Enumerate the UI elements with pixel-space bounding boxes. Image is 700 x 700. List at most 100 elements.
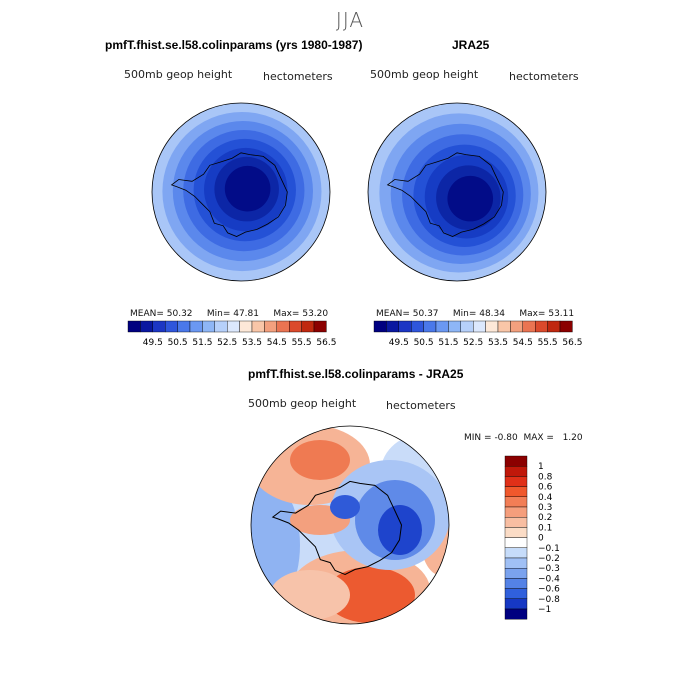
colorbar-swatch xyxy=(435,320,449,333)
colorbar-tick-label: 0.3 xyxy=(538,503,552,513)
colorbar-tick-label: 51.5 xyxy=(438,338,458,348)
colorbar-swatch xyxy=(504,567,528,579)
colorbar-swatch xyxy=(264,320,277,333)
contour-band xyxy=(172,120,313,262)
colorbar-swatch xyxy=(504,465,528,477)
colorbar-tick-label: 50.5 xyxy=(168,338,188,348)
colorbar-swatch xyxy=(423,320,437,333)
colorbar-tick-label: −0.6 xyxy=(538,585,560,595)
colorbar-swatch xyxy=(497,320,511,333)
colorbar-swatch xyxy=(534,320,548,333)
panel3-stats: MIN = -0.80 MAX = 1.20 xyxy=(464,433,583,443)
colorbar-swatch xyxy=(547,320,561,333)
difference-blob xyxy=(290,550,430,624)
contour-band xyxy=(424,155,509,239)
colorbar-tick-label: 50.5 xyxy=(414,338,434,348)
colorbar-swatch xyxy=(214,320,228,333)
panel2-mean-value: 50.37 xyxy=(412,309,439,319)
colorbar-swatch xyxy=(504,537,528,548)
colorbar-swatch xyxy=(504,476,528,487)
colorbar-tick-label: −0.8 xyxy=(538,595,560,605)
contour-band xyxy=(183,129,305,252)
coastline xyxy=(271,480,403,576)
panel3-left-label: 500mb geop height xyxy=(248,397,357,410)
colorbar-tick-label: 51.5 xyxy=(192,338,212,348)
colorbar-tick-label: 1 xyxy=(538,462,544,472)
difference-blob xyxy=(330,495,360,519)
panel1-colorbar: 49.5 50.5 51.5 52.5 53.5 54.5 55.5 56.5 xyxy=(127,320,336,348)
colorbar-tick-label: −0.2 xyxy=(538,554,560,564)
contour-band xyxy=(436,165,501,230)
colorbar-swatch xyxy=(504,608,528,620)
difference-blob xyxy=(330,460,449,570)
season-title: JJA xyxy=(335,8,365,32)
colorbar-swatch xyxy=(386,320,399,333)
colorbar-swatch xyxy=(504,578,528,589)
colorbar-swatch xyxy=(472,320,486,333)
colorbar-swatch xyxy=(152,320,166,333)
panel3-colorbar: 10.80.60.40.30.20.10−0.1−0.2−0.3−0.4−0.6… xyxy=(504,455,560,620)
panel1-min-label: Min= xyxy=(206,309,231,319)
colorbar-swatch xyxy=(301,320,315,333)
coastline xyxy=(170,152,288,237)
contour-band xyxy=(379,113,539,273)
panel2-mean-label: MEAN= xyxy=(376,309,410,319)
colorbar-swatch xyxy=(504,527,528,538)
colorbar-tick-label: 0.1 xyxy=(538,523,552,533)
difference-blob xyxy=(355,480,435,560)
contour-band xyxy=(447,175,494,222)
contour-band xyxy=(224,165,271,212)
colorbar-tick-label: −1 xyxy=(538,605,551,615)
colorbar-swatch xyxy=(510,320,523,333)
colorbar-swatch xyxy=(504,517,528,528)
colorbar-swatch xyxy=(504,547,528,559)
difference-blob xyxy=(290,505,350,535)
colorbar-tick-label: −0.4 xyxy=(538,574,560,584)
panel2-min-label: Min= xyxy=(452,309,477,319)
panel1-max-label: Max= xyxy=(273,309,300,319)
contour-band xyxy=(193,138,296,242)
colorbar-swatch xyxy=(373,320,387,333)
colorbar-swatch xyxy=(460,320,474,333)
panel2-max-value: 53.11 xyxy=(548,309,575,319)
colorbar-tick-label: 0.4 xyxy=(538,493,553,503)
colorbar-swatch xyxy=(127,320,141,333)
contour-band xyxy=(390,123,531,264)
panel1-right-label: hectometers xyxy=(263,70,333,83)
colorbar-swatch xyxy=(398,320,412,333)
colorbar-tick-label: 56.5 xyxy=(562,338,582,348)
panel2-right-label: hectometers xyxy=(509,70,579,83)
colorbar-swatch xyxy=(313,320,327,333)
colorbar-swatch xyxy=(189,320,203,333)
colorbar-swatch xyxy=(485,320,499,333)
map-boundary xyxy=(250,425,450,625)
colorbar-tick-label: 0 xyxy=(538,534,544,544)
colorbar-tick-label: −0.3 xyxy=(538,564,560,574)
colorbar-swatch xyxy=(276,320,290,333)
panel1-stats: MEAN= 50.32 Min= 47.81 Max= 53.20 xyxy=(130,309,328,319)
panel2-min-value: 48.34 xyxy=(479,309,505,319)
coastline xyxy=(386,152,504,237)
panel2-title: JRA25 xyxy=(452,38,490,52)
difference-blob xyxy=(290,440,350,480)
contour-band xyxy=(368,103,546,281)
panel3-max-label: MAX = xyxy=(523,433,554,443)
colorbar-swatch xyxy=(504,486,528,498)
contour-band xyxy=(204,147,288,232)
colorbar-tick-label: 53.5 xyxy=(242,338,262,348)
colorbar-tick-label: 0.8 xyxy=(538,472,553,482)
colorbar-swatch xyxy=(448,320,462,333)
colorbar-tick-label: 55.5 xyxy=(292,338,312,348)
contour-bands xyxy=(368,103,546,281)
difference-field xyxy=(251,426,449,624)
colorbar-tick-label: 55.5 xyxy=(538,338,558,348)
colorbar-tick-label: 54.5 xyxy=(267,338,287,348)
difference-blob xyxy=(251,426,370,505)
panel2-colorbar: 49.5 50.5 51.5 52.5 53.5 54.5 55.5 56.5 xyxy=(373,320,582,348)
colorbar-tick-label: 54.5 xyxy=(513,338,533,348)
colorbar-swatch xyxy=(288,320,302,333)
colorbar-swatch xyxy=(239,320,253,333)
map-boundary xyxy=(151,102,331,282)
colorbar-swatch xyxy=(504,455,528,467)
